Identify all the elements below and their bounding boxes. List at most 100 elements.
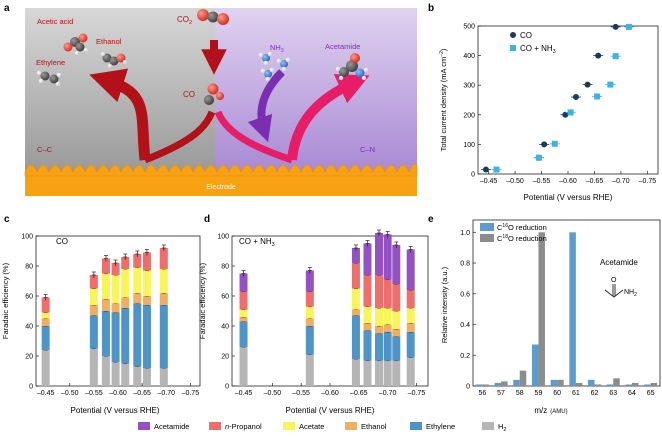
x-tick-label: 57 <box>497 390 505 397</box>
data-point-co-nh3 <box>567 109 574 116</box>
bar-c16 <box>475 384 483 386</box>
legend-c18-label: C18O reduction <box>497 234 547 243</box>
bar-segment-ethylene <box>133 303 142 367</box>
y-tick-label: 0.6 <box>460 291 470 298</box>
legend-label-acetate: Acetate <box>299 422 324 431</box>
co-label: CO <box>183 90 195 99</box>
data-point-co-nh3 <box>625 23 632 30</box>
bar-segment-n-propanol <box>111 263 120 275</box>
x-tick-label: –0.60 <box>109 390 127 397</box>
cn-arrow <box>287 74 370 161</box>
panel-b-ylabel: Total current density (mA cm−2) <box>439 48 448 151</box>
bar-segment-ethanol <box>89 305 98 316</box>
bar-segment-n-propanol <box>383 279 392 308</box>
data-point-co-nh3 <box>493 166 500 173</box>
cn-background <box>215 8 417 171</box>
bar-segment-acetate <box>133 267 142 293</box>
bar-segment-ethylene <box>142 305 151 368</box>
data-point-co-nh3 <box>594 93 601 100</box>
legend-label-n-propanol: n-Propanol <box>225 422 262 431</box>
data-point-co <box>562 111 569 118</box>
acetic-acid-molecule-icon <box>63 33 88 55</box>
bar-segment-ethanol <box>121 297 130 308</box>
x-tick-label: 65 <box>647 390 655 397</box>
x-tick-label: –0.70 <box>612 178 630 185</box>
y-tick-label: 100 <box>463 142 475 149</box>
bar-segment-acetate <box>239 309 248 317</box>
bar-segment-ethylene <box>375 333 383 361</box>
x-tick-label: –0.65 <box>133 390 151 397</box>
x-tick-label: 59 <box>535 390 543 397</box>
ethylene-molecule-icon <box>36 70 62 87</box>
bar-c18 <box>631 382 639 386</box>
x-tick-label: –0.45 <box>37 390 55 397</box>
data-point-co <box>541 141 548 148</box>
bar-segment-ethanol <box>159 293 168 305</box>
bar-segment-acetamide <box>375 233 383 275</box>
y-tick-label: 40 <box>25 324 33 331</box>
panel-c-plot: 0 20 40 60 80 100 –0.45 –0.50 –0.55 –0.60 –0.65 –0.… <box>21 234 201 397</box>
x-tick-label: –0.55 <box>85 390 103 397</box>
bar-segment-acetate <box>406 308 415 323</box>
legend-co-nh3-label: CO + NH3 <box>520 44 556 55</box>
panel-d-plot: 0 20 40 60 80 100 –0.45 –0.50 –0.55 –0.60 –0.65 –0.… <box>217 229 429 397</box>
panel-b-letter: b <box>428 3 434 14</box>
y-tick-label: 100 <box>21 234 33 241</box>
acetamide-structure-icon <box>604 284 624 298</box>
bar-segment-acetate <box>111 275 120 304</box>
x-tick-label: –0.75 <box>182 390 200 397</box>
bar-segment-ethanol <box>406 323 415 332</box>
y-tick-label: 0.2 <box>460 353 470 360</box>
bar-segment-ethylene <box>392 336 401 361</box>
y-tick-label: 0 <box>225 384 229 391</box>
x-tick-label: –0.75 <box>639 178 657 185</box>
panel-d-xlabel: Potential (V versus RHE) <box>286 406 375 415</box>
bar-segment-h2 <box>239 347 248 386</box>
bar-segment-n-propanol <box>41 297 50 313</box>
bar-segment-h2 <box>111 362 120 386</box>
x-tick-label: –0.70 <box>157 390 175 397</box>
co-to-cc-path <box>143 110 216 164</box>
bar-segment-ethylene <box>239 321 248 347</box>
bar-segment-ethanol <box>363 323 372 331</box>
legend-label-ethylene: Ethylene <box>426 422 455 431</box>
data-point-co-nh3 <box>551 140 558 147</box>
co-molecule-icon <box>204 83 224 105</box>
bar-segment-ethylene <box>101 311 110 356</box>
panel-d-letter: d <box>204 214 210 225</box>
bar-segment-acetamide <box>392 245 401 284</box>
bar-segment-ethylene <box>363 330 372 361</box>
bar-segment-n-propanol <box>89 275 98 289</box>
bar-c18 <box>575 382 583 386</box>
bar-segment-h2 <box>142 368 151 386</box>
panel-e-legend: C16O reduction C18O reduction <box>480 223 547 243</box>
bar-c18 <box>538 232 545 386</box>
bar-segment-ethylene <box>351 315 360 359</box>
legend-co-label: CO <box>520 31 532 40</box>
panel-a: a Electrode C–C C–N CO2 CO NH3 <box>4 3 418 196</box>
panel-e: e 0 0.2 0.4 0.6 0.8 1.0 56 57 58 59 60 61 62 63 64 65 R… <box>428 214 661 415</box>
y-tick-label: 0 <box>29 384 33 391</box>
y-tick-label: 1.0 <box>460 230 470 237</box>
legend-co-nh3-marker <box>510 45 516 51</box>
legend-c16-label: C16O reduction <box>497 223 547 232</box>
x-tick-label: 64 <box>628 390 636 397</box>
bar-segment-ethylene <box>121 308 130 364</box>
bar-segment-ethanol <box>383 324 392 332</box>
bar-c16 <box>588 379 595 386</box>
bar-segment-acetamide <box>383 234 392 280</box>
bar-segment-h2 <box>41 350 50 386</box>
bar-c16 <box>513 379 520 386</box>
plot-frame <box>477 25 659 175</box>
y-tick-label: 400 <box>463 53 475 60</box>
bar-segment-acetate <box>89 288 98 305</box>
bar-segment-h2 <box>133 366 142 386</box>
bar-segment-ethylene <box>383 332 392 361</box>
bar-segment-ethanol <box>351 309 360 316</box>
plot-frame <box>472 219 661 387</box>
bar-segment-n-propanol <box>133 254 142 268</box>
bar-segment-h2 <box>392 360 401 386</box>
bar-segment-h2 <box>363 360 372 386</box>
